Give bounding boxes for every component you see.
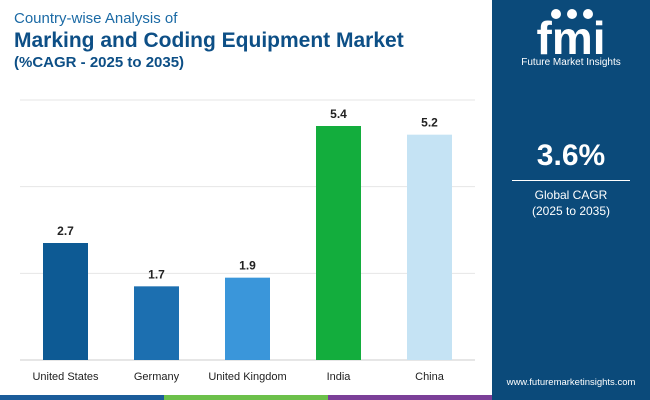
footer-strip-1 (0, 395, 164, 400)
category-label: United Kingdom (208, 371, 286, 383)
bar-value-label: 1.9 (239, 259, 256, 273)
bar-value-label: 2.7 (57, 224, 74, 238)
chart-cagr-range: (%CAGR - 2025 to 2035) (14, 54, 185, 71)
cagr-divider (512, 180, 630, 181)
bar-value-label: 5.4 (330, 107, 347, 121)
logo-dot-2 (567, 9, 577, 19)
fmi-logo: fmi (537, 9, 606, 64)
cagr-value: 3.6% (536, 139, 606, 172)
bar-united-kingdom (225, 277, 270, 360)
website-link[interactable]: www.futuremarketinsights.com (506, 377, 636, 388)
side-panel: fmi Future Market Insights 3.6% Global C… (492, 0, 650, 400)
category-label: United States (32, 371, 99, 383)
bar-value-label: 5.2 (421, 116, 438, 130)
category-label: Germany (134, 371, 180, 383)
logo-brand-text: fmi (537, 12, 606, 64)
footer-strip-2 (164, 395, 328, 400)
bar-value-label: 1.7 (148, 267, 165, 281)
chart-title-block: Country-wise Analysis of Marking and Cod… (14, 10, 404, 72)
cagr-period: (2025 to 2035) (531, 204, 611, 218)
category-label: India (327, 371, 352, 383)
cagr-label: Global CAGR (534, 188, 608, 202)
bar-china (407, 134, 452, 360)
global-cagr-box: 3.6% Global CAGR (2025 to 2035) (492, 138, 650, 219)
brand-name: Future Market Insights (521, 57, 621, 68)
bar-chart: 2.7 United States 1.7 Germany 1.9 United King… (20, 99, 475, 383)
bar-germany (134, 286, 179, 360)
bar-united-states (43, 243, 88, 360)
category-label: China (415, 371, 445, 383)
chart-subtitle: Country-wise Analysis of (14, 10, 178, 27)
bar-india (316, 126, 361, 360)
logo-dot-1 (551, 9, 561, 19)
chart-title: Marking and Coding Equipment Market (14, 29, 404, 52)
footer-strip-3 (328, 395, 492, 400)
logo-dot-3 (583, 9, 593, 19)
footer-color-strip (0, 395, 492, 400)
